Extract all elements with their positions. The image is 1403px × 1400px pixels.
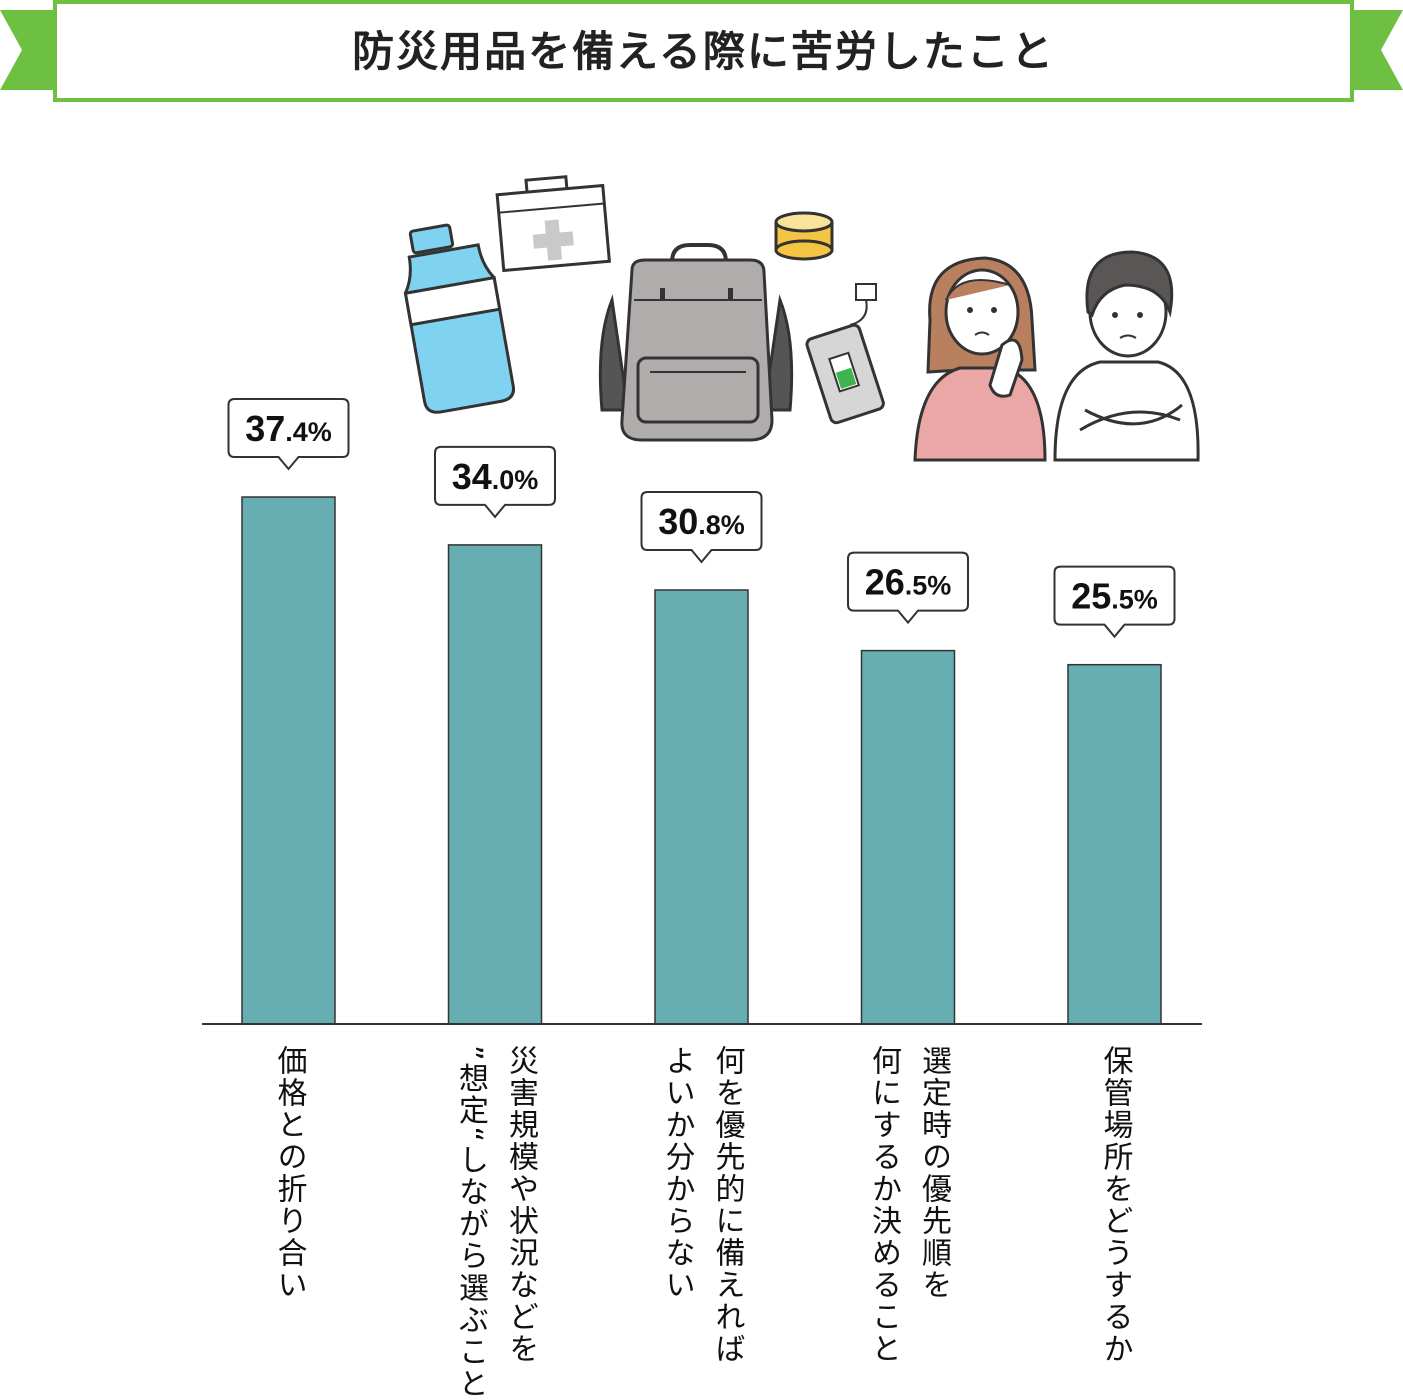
callout-bubble xyxy=(227,398,350,471)
bar-2 xyxy=(447,544,543,1025)
value-percent: % xyxy=(721,510,745,540)
value-label-4: 26.5% xyxy=(865,562,952,603)
value-decimal: .4 xyxy=(285,417,308,447)
callout-bubble xyxy=(847,551,969,625)
illustration xyxy=(403,175,1200,462)
value-integer: 30 xyxy=(658,501,698,542)
value-label-3: 30.8% xyxy=(658,501,745,542)
callout-bubble xyxy=(1053,565,1176,639)
chart-title: 防災用品を備える際に苦労したこと xyxy=(352,26,1055,76)
ribbon-left-tail xyxy=(0,10,60,90)
category-label-3: 何を優先的に備えれば よいか分からない xyxy=(659,1045,745,1365)
bar-4 xyxy=(860,649,956,1025)
callout-bubble xyxy=(640,491,763,564)
bar-3 xyxy=(654,589,749,1025)
value-callout-5: 25.5% xyxy=(1053,565,1176,639)
value-decimal: .5 xyxy=(1111,585,1134,615)
power-bank-icon xyxy=(805,283,885,425)
value-integer: 37 xyxy=(245,408,285,449)
value-percent: % xyxy=(1134,585,1158,615)
value-decimal: .8 xyxy=(698,510,721,540)
category-label-5: 保管場所をどうするか xyxy=(1097,1045,1133,1365)
value-percent: % xyxy=(308,417,332,447)
water-bottle-icon xyxy=(403,223,516,414)
title-ribbon xyxy=(0,10,1403,90)
category-label-2: 災害規模や状況などを ”想定“しながら選ぶこと xyxy=(453,1045,538,1400)
ribbon-right-tail xyxy=(1343,10,1403,90)
value-decimal: .5 xyxy=(905,571,928,601)
title-box: 防災用品を備える際に苦労したこと xyxy=(53,0,1354,102)
value-label-5: 25.5% xyxy=(1071,576,1158,617)
worried-man-icon xyxy=(1053,250,1200,462)
value-percent: % xyxy=(514,465,538,495)
value-callout-2: 34.0% xyxy=(434,445,556,519)
value-callout-4: 26.5% xyxy=(847,551,969,625)
callout-bubble xyxy=(434,445,556,519)
backpack-icon xyxy=(598,243,794,442)
value-integer: 25 xyxy=(1071,576,1111,617)
value-label-1: 37.4% xyxy=(245,408,332,449)
value-percent: % xyxy=(927,571,951,601)
canned-food-icon xyxy=(774,211,834,261)
category-label-4: 選定時の優先順を 何にするか決めること xyxy=(866,1045,951,1365)
value-label-2: 34.0% xyxy=(452,456,539,497)
value-integer: 26 xyxy=(865,562,905,603)
category-label-1: 価格との折り合い xyxy=(271,1045,307,1301)
value-decimal: .0 xyxy=(492,465,515,495)
worried-woman-icon xyxy=(913,256,1047,462)
value-integer: 34 xyxy=(452,456,492,497)
value-callout-3: 30.8% xyxy=(640,491,763,564)
bar-5 xyxy=(1067,663,1162,1025)
bar-1 xyxy=(241,496,336,1025)
value-callout-1: 37.4% xyxy=(227,398,350,471)
first-aid-kit-icon xyxy=(495,175,611,273)
